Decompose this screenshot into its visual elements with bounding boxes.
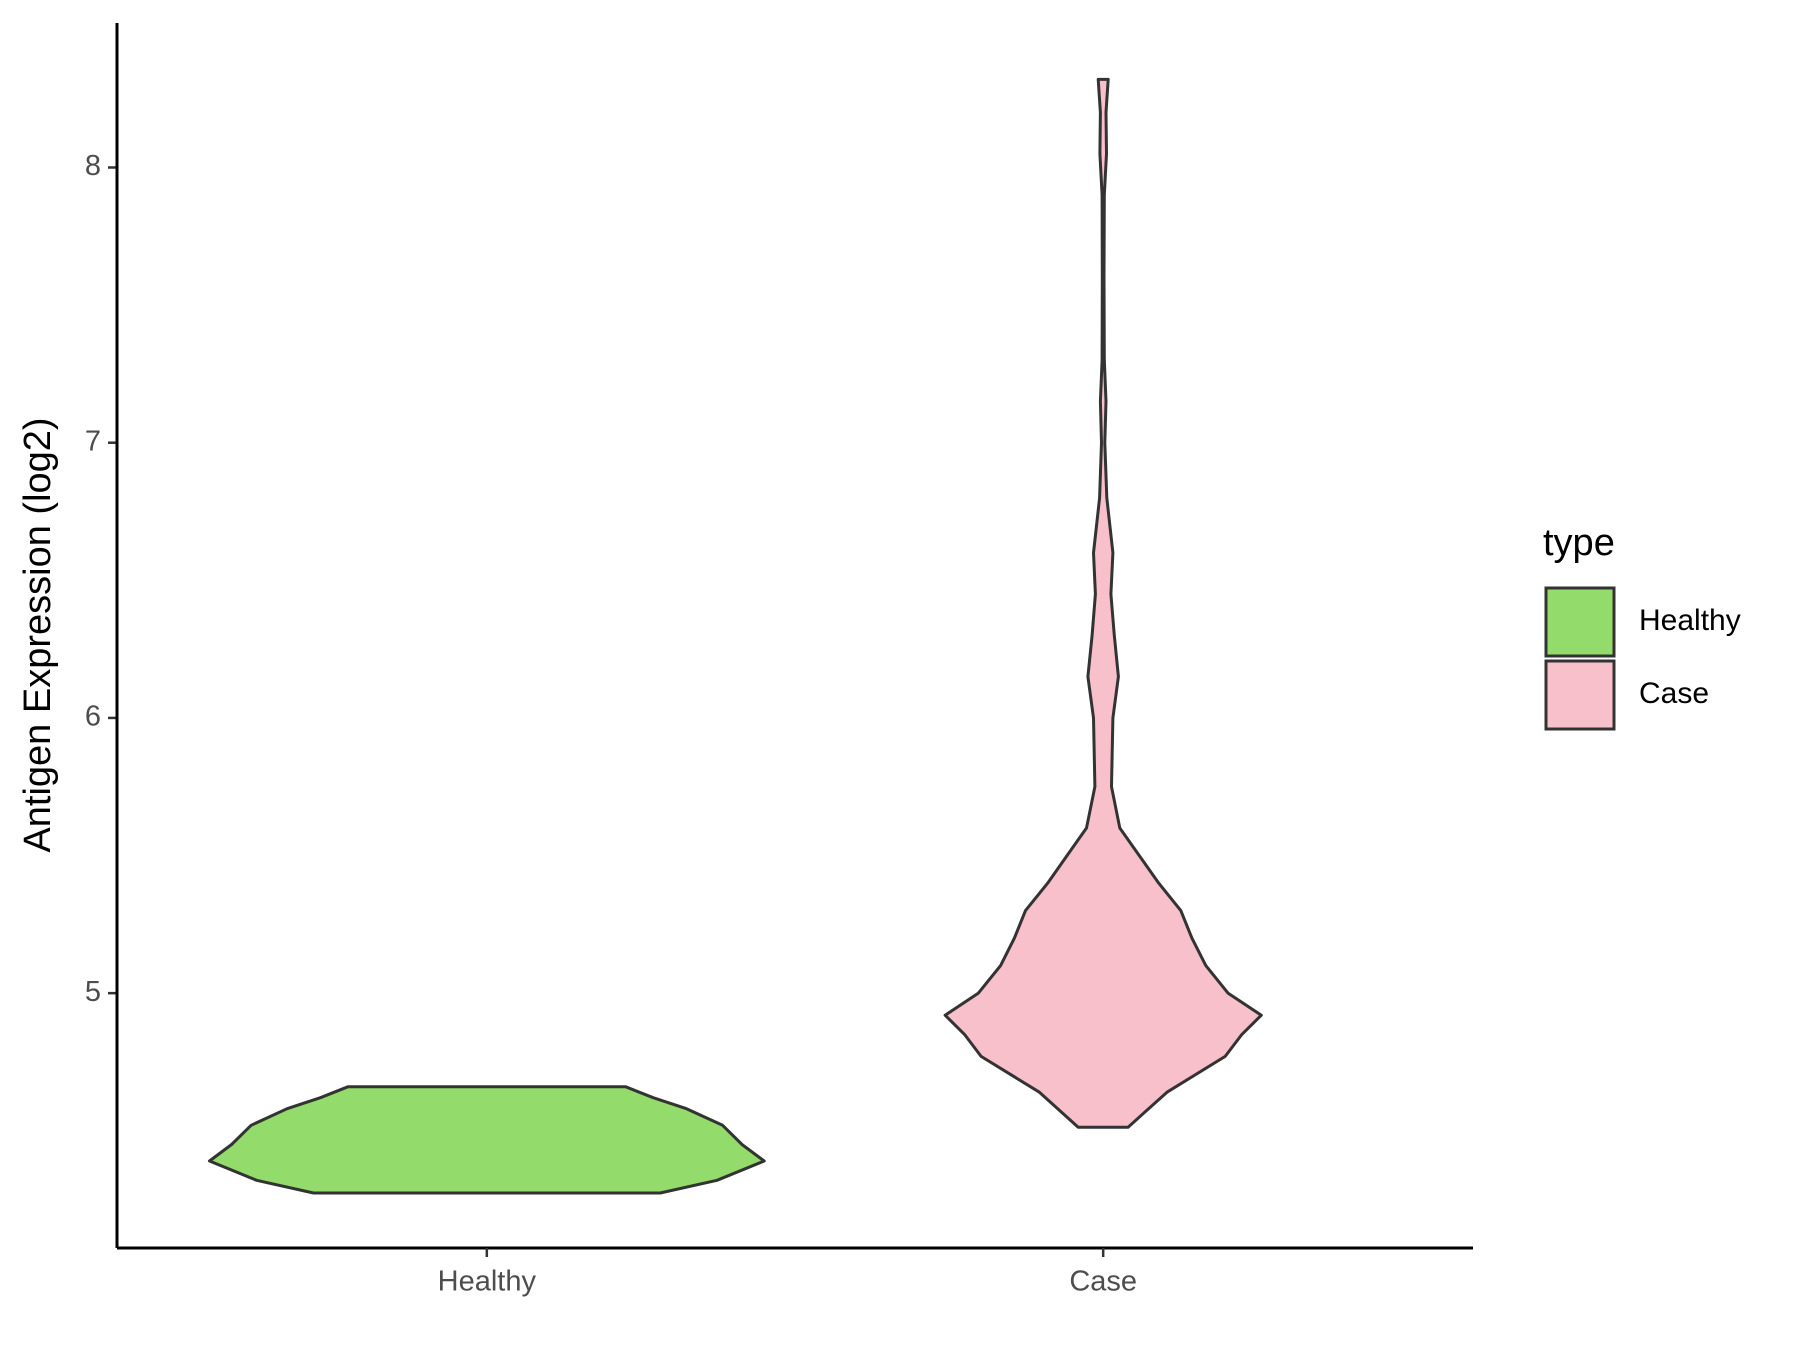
legend-label: Healthy [1639,604,1741,637]
y-axis-label: Antigen Expression (log2) [17,417,59,852]
y-tick-label: 8 [85,150,101,182]
y-tick-label: 6 [85,701,101,733]
legend-key [1544,586,1616,658]
violin [943,77,1263,1129]
legend-title: type [1543,522,1615,564]
violin [208,1085,766,1195]
x-tick-label: Case [1069,1266,1137,1298]
y-tick-label: 7 [85,425,101,457]
legend-key [1544,659,1616,731]
y-tick-label: 5 [85,976,101,1008]
legend-label: Case [1639,677,1709,710]
x-tick-label: Healthy [438,1266,537,1298]
